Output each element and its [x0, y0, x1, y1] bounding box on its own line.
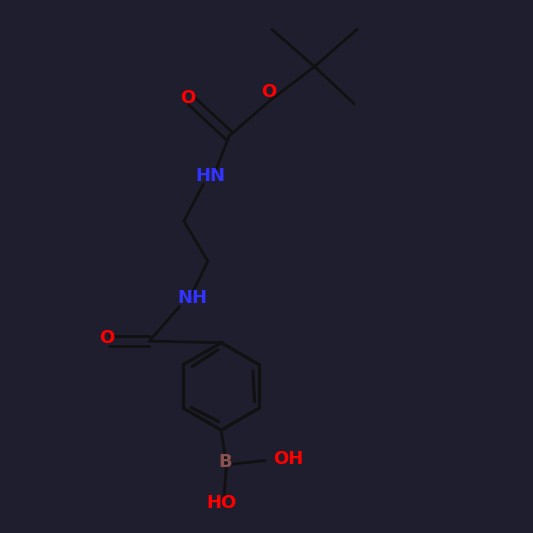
Text: OH: OH: [273, 450, 303, 468]
Text: HO: HO: [206, 494, 236, 512]
Text: O: O: [262, 83, 277, 101]
Text: O: O: [99, 329, 114, 347]
Text: O: O: [180, 89, 195, 107]
Text: NH: NH: [177, 289, 207, 308]
Text: HN: HN: [196, 167, 225, 185]
Text: B: B: [219, 453, 232, 471]
